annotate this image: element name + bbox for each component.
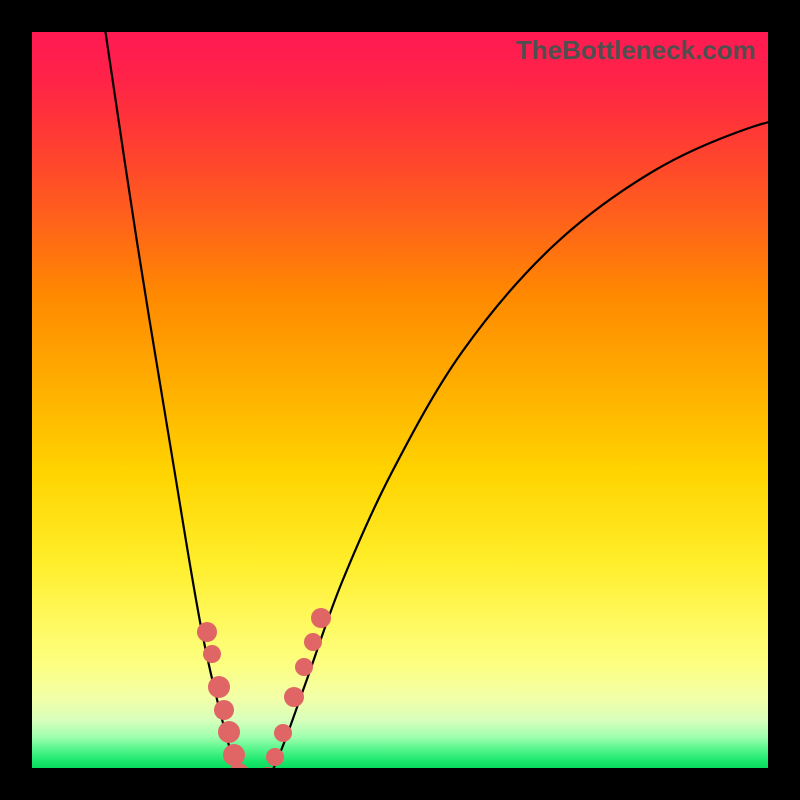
marker-dot [311, 608, 331, 628]
border-top [0, 0, 800, 32]
marker-dot [214, 700, 234, 720]
marker-dot [266, 748, 284, 766]
right-curve [254, 110, 768, 768]
border-right [768, 0, 800, 800]
marker-dot [208, 676, 230, 698]
marker-dot [259, 767, 277, 768]
border-left [0, 0, 32, 800]
marker-dot [274, 724, 292, 742]
marker-dot [304, 633, 322, 651]
marker-dot [203, 645, 221, 663]
marker-dot [229, 763, 249, 768]
watermark-text: TheBottleneck.com [516, 35, 756, 66]
marker-dot [223, 744, 245, 766]
left-curve [104, 32, 254, 768]
marker-dot [284, 687, 304, 707]
marker-dot [295, 658, 313, 676]
plot-area: TheBottleneck.com [32, 32, 768, 768]
marker-dot [197, 622, 217, 642]
border-bottom [0, 768, 800, 800]
bottleneck-chart [32, 32, 768, 768]
marker-dot [218, 721, 240, 743]
marker-dots [197, 608, 331, 768]
chart-frame: TheBottleneck.com [0, 0, 800, 800]
